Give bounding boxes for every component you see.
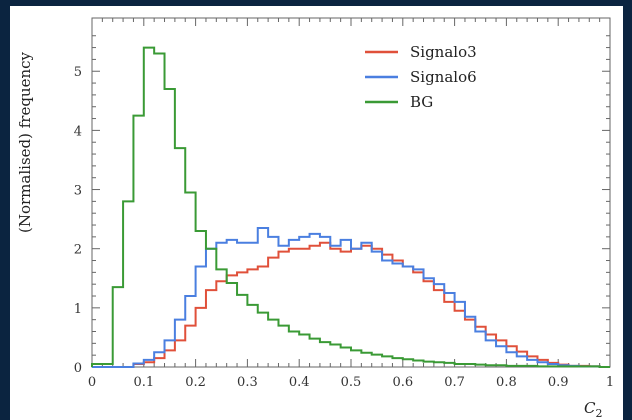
x-tick-label: 0.3 [237,375,258,390]
x-tick-label: 0.2 [185,375,206,390]
y-tick-label: 5 [74,65,82,80]
x-tick-label: 0 [88,375,96,390]
axis-ticks [91,18,611,368]
chart-panel: 0 0.1 0.2 0.3 0.4 0.5 0.6 0.7 0.8 0.9 1 0 1 2 3 4 5 (No… [10,6,623,420]
series-line-signalo6 [92,226,610,368]
series-line-bg [91,46,610,368]
legend-label-signalo3: Signalo3 [410,43,477,61]
x-axis-title-subscript: 2 [595,407,602,420]
x-tick-label: 0.4 [289,375,310,390]
x-axis-title: C2 [584,399,602,420]
y-tick-label: 3 [74,184,82,199]
x-tick-label: 0.6 [392,375,413,390]
legend: Signalo3 Signalo6 BG [365,43,477,111]
x-tick-labels: 0 0.1 0.2 0.3 0.4 0.5 0.6 0.7 0.8 0.9 1 [88,375,614,390]
x-tick-label: 0.9 [548,375,569,390]
x-tick-label: 0.5 [341,375,362,390]
legend-label-bg: BG [410,93,433,111]
histogram-chart: 0 0.1 0.2 0.3 0.4 0.5 0.6 0.7 0.8 0.9 1 0 1 2 3 4 5 (No… [16,17,614,420]
plot-frame [91,17,611,368]
y-tick-label: 0 [74,361,82,376]
y-tick-label: 4 [74,124,82,139]
y-axis-title: (Normalised) frequency [16,51,34,233]
x-tick-label: 1 [606,375,614,390]
legend-label-signalo6: Signalo6 [410,68,477,86]
series-group [91,46,610,368]
y-tick-label: 2 [74,243,82,258]
y-tick-labels: 0 1 2 3 4 5 [74,65,82,376]
x-tick-label: 0.7 [444,375,465,390]
x-tick-label: 0.8 [496,375,517,390]
y-tick-label: 1 [74,302,82,317]
plot-border [91,17,611,368]
x-tick-label: 0.1 [133,375,154,390]
x-axis-title-main: C [584,399,596,417]
